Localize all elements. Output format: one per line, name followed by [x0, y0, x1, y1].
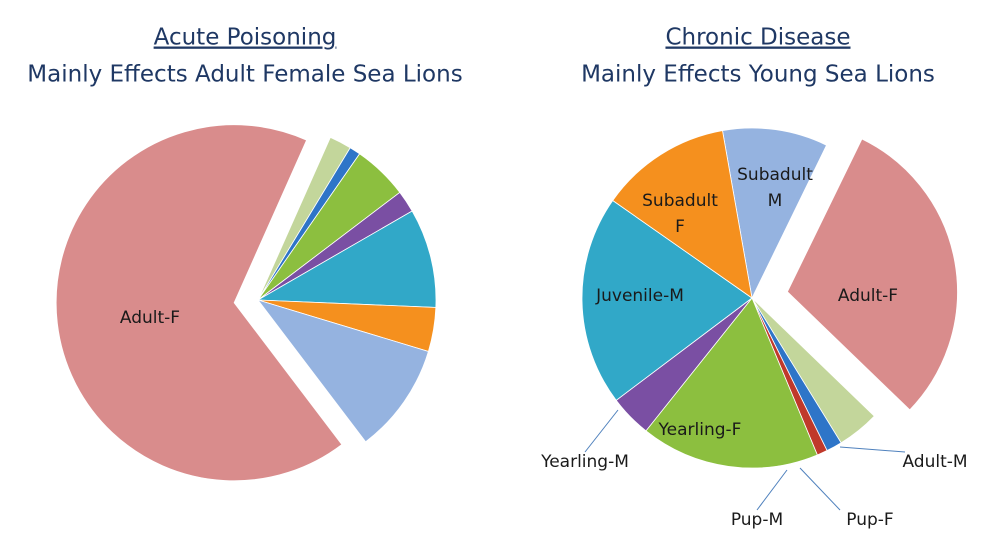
pie-slice	[256, 210, 437, 308]
chart-title: Acute Poisoning	[154, 25, 337, 51]
pie-slice	[55, 124, 343, 482]
slice-label: Pup-M	[731, 510, 783, 530]
pie-slice	[612, 130, 753, 299]
chart-subtitle: Mainly Effects Young Sea Lions	[581, 62, 935, 88]
pie-slice	[256, 299, 429, 443]
slice-label: Pup-F	[846, 510, 893, 530]
slice-label: Subadult F	[642, 191, 718, 237]
pie-slice	[786, 138, 958, 411]
slice-label: Yearling-M	[540, 452, 629, 472]
pie-slice	[722, 127, 828, 300]
slice-label: Juvenile-M	[595, 286, 684, 306]
leader-line	[756, 469, 788, 511]
slice-label: Yearling-F	[658, 420, 742, 440]
slice-label: Adult-M	[902, 452, 967, 472]
chart-title: Chronic Disease	[665, 25, 850, 51]
slice-label: Adult-F	[838, 286, 898, 306]
leader-line	[839, 446, 906, 453]
chart-subtitle: Mainly Effects Adult Female Sea Lions	[27, 62, 462, 88]
slice-label: Adult-F	[120, 308, 180, 328]
pie-slice	[581, 199, 753, 401]
pie-slice	[645, 297, 818, 469]
leader-line	[584, 409, 619, 453]
slice-label: Subadult M	[737, 165, 813, 211]
leader-line	[799, 467, 841, 511]
